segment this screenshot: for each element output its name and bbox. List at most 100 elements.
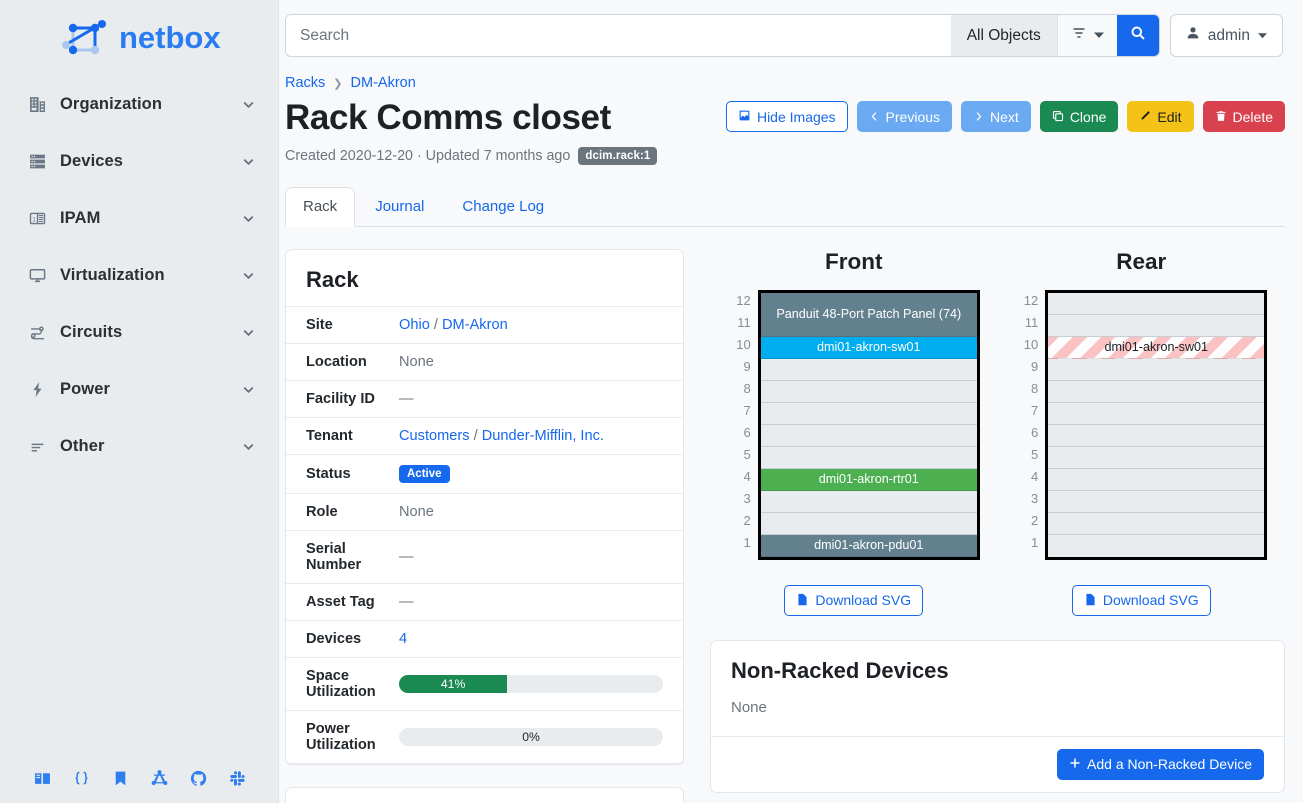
devices-count-link[interactable]: 4 <box>399 630 408 647</box>
front-rack-wrap: 12 11 10 9 8 7 6 5 4 3 2 1 Panduit 48-Port Patch Pa… <box>728 289 980 560</box>
rack-empty-unit[interactable] <box>760 402 977 425</box>
chevron-down-icon[interactable] <box>241 211 256 226</box>
sidebar-item-devices[interactable]: Devices <box>0 133 278 190</box>
sidebar-item-ipam[interactable]: 1 IPAM <box>0 190 278 247</box>
rack-unit-number: 7 <box>1031 402 1039 418</box>
rack-device-unit[interactable]: dmi01-akron-sw01 <box>760 336 977 359</box>
row-value-devices: 4 <box>399 619 683 658</box>
content-columns: Rack Site Ohio / DM-Akron <box>285 227 1285 803</box>
left-column: Rack Site Ohio / DM-Akron <box>285 248 684 803</box>
site-link[interactable]: DM-Akron <box>442 316 508 333</box>
edit-button[interactable]: Edit <box>1127 101 1194 132</box>
download-svg-front-button[interactable]: Download SVG <box>784 584 924 616</box>
page-actions: Hide Images Previous Next <box>725 97 1285 132</box>
chevron-down-icon[interactable] <box>241 439 256 454</box>
chevron-down-icon[interactable] <box>241 154 256 169</box>
table-row: Devices 4 <box>286 619 683 658</box>
filter-dropdown-button[interactable] <box>1056 15 1117 56</box>
rack-device-unit[interactable]: dmi01-akron-sw01 <box>1048 336 1265 359</box>
front-rack-body[interactable]: Panduit 48-Port Patch Panel (74) dmi01-ak… <box>757 289 980 560</box>
rear-unit-numbers: 12 11 10 9 8 7 6 5 4 3 2 1 <box>1015 290 1045 554</box>
sidebar-item-power[interactable]: Power <box>0 361 278 418</box>
rack-unit-number: 6 <box>743 424 751 440</box>
rack-device-unit[interactable]: dmi01-akron-rtr01 <box>760 468 977 491</box>
next-button[interactable]: Next <box>961 101 1031 132</box>
breadcrumb-racks-link[interactable]: Racks <box>285 75 326 91</box>
graphql-icon[interactable] <box>151 770 168 787</box>
rack-unit-number: 11 <box>737 314 751 330</box>
rack-empty-unit[interactable] <box>1048 512 1265 535</box>
row-label: Devices <box>286 619 399 658</box>
download-svg-rear-label: Download SVG <box>1102 592 1199 609</box>
sidebar-item-virtualization[interactable]: Virtualization <box>0 247 278 304</box>
search-submit-button[interactable] <box>1116 15 1159 56</box>
rack-attributes-table: Site Ohio / DM-Akron Location None <box>286 305 683 764</box>
rack-empty-unit[interactable] <box>760 424 977 447</box>
tab-journal[interactable]: Journal <box>375 198 425 216</box>
rack-empty-unit[interactable] <box>1048 402 1265 425</box>
front-download-wrap: Download SVG <box>784 560 924 616</box>
sidebar-item-label: Organization <box>60 95 163 113</box>
add-non-racked-device-button[interactable]: Add a Non-Racked Device <box>1057 748 1264 780</box>
row-label: Role <box>286 492 399 531</box>
rear-rack-body[interactable]: dmi01-akron-sw01 <box>1045 289 1268 560</box>
chevron-right-icon <box>973 110 984 124</box>
breadcrumb-current-link[interactable]: DM-Akron <box>350 75 416 91</box>
slack-icon[interactable] <box>229 770 246 787</box>
rack-empty-unit[interactable] <box>760 446 977 469</box>
rack-device-unit[interactable]: dmi01-akron-pdu01 <box>760 534 977 557</box>
sidebar-item-label: Power <box>60 380 111 398</box>
rack-empty-unit[interactable] <box>1048 380 1265 403</box>
tenant-group-link[interactable]: Customers <box>399 427 470 444</box>
search-input[interactable] <box>286 15 951 56</box>
clone-icon <box>1052 110 1064 124</box>
rack-empty-unit[interactable] <box>1048 534 1265 557</box>
clone-button[interactable]: Clone <box>1039 101 1119 132</box>
chevron-down-icon[interactable] <box>241 268 256 283</box>
github-icon[interactable] <box>190 770 207 787</box>
bookmark-icon[interactable] <box>112 770 129 787</box>
ip-grid-icon: 1 <box>26 210 48 227</box>
row-label: Tenant <box>286 416 399 455</box>
rear-download-wrap: Download SVG <box>1071 560 1211 616</box>
chevron-down-icon[interactable] <box>241 97 256 112</box>
rack-empty-unit[interactable] <box>760 490 977 513</box>
row-label: Facility ID <box>286 379 399 418</box>
tab-rack[interactable]: Rack <box>285 187 356 227</box>
rack-empty-unit[interactable] <box>1048 292 1265 315</box>
chevron-down-icon[interactable] <box>241 382 256 397</box>
previous-button[interactable]: Previous <box>856 101 953 132</box>
circuit-icon <box>26 324 48 341</box>
netbox-logo[interactable]: netbox <box>0 0 278 68</box>
docs-book-icon[interactable] <box>34 770 51 787</box>
delete-button[interactable]: Delete <box>1202 101 1285 132</box>
rack-empty-unit[interactable] <box>1048 468 1265 491</box>
rack-empty-unit[interactable] <box>760 380 977 403</box>
rack-empty-unit[interactable] <box>1048 358 1265 381</box>
object-scope-select[interactable]: All Objects <box>950 15 1057 56</box>
site-region-link[interactable]: Ohio <box>399 316 430 333</box>
rack-empty-unit[interactable] <box>1048 446 1265 469</box>
rack-device-unit[interactable]: Panduit 48-Port Patch Panel (74) <box>760 292 977 337</box>
brand-name: netbox <box>119 20 221 55</box>
rack-empty-unit[interactable] <box>760 512 977 535</box>
sidebar-footer-links <box>0 756 279 803</box>
tenant-link[interactable]: Dunder-Mifflin, Inc. <box>481 427 604 444</box>
rack-unit-number: 5 <box>743 446 751 462</box>
previous-label: Previous <box>885 108 941 125</box>
rack-unit-number: 10 <box>736 336 751 352</box>
sidebar-item-organization[interactable]: Organization <box>0 76 278 133</box>
sidebar-item-other[interactable]: Other <box>0 418 278 475</box>
chevron-down-icon[interactable] <box>241 325 256 340</box>
rear-elevation: Rear 12 11 10 9 8 7 6 5 4 3 2 1 dmi01-akron-sw01 Do… <box>998 249 1286 616</box>
api-braces-icon[interactable] <box>73 770 90 787</box>
sidebar-item-circuits[interactable]: Circuits <box>0 304 278 361</box>
download-svg-rear-button[interactable]: Download SVG <box>1071 584 1211 616</box>
tab-change-log[interactable]: Change Log <box>462 198 545 216</box>
user-menu-button[interactable]: admin <box>1169 14 1283 57</box>
hide-images-button[interactable]: Hide Images <box>725 101 848 132</box>
rack-empty-unit[interactable] <box>1048 424 1265 447</box>
rack-empty-unit[interactable] <box>760 358 977 381</box>
rack-empty-unit[interactable] <box>1048 314 1265 337</box>
rack-empty-unit[interactable] <box>1048 490 1265 513</box>
